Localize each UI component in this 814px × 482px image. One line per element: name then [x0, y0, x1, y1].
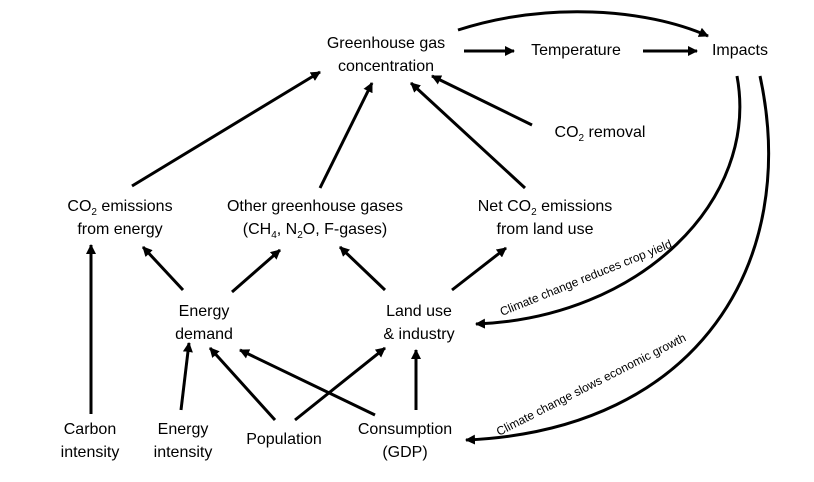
edge-population-to-energy-demand [208, 346, 277, 422]
node-other-ghg-line1: Other greenhouse gases [226, 198, 404, 215]
edge-net-co2-land-to-ghg [409, 81, 527, 190]
node-net-co2-land-line2: from land use [496, 221, 594, 238]
edge-energy-intensity-to-energy-demand [179, 342, 193, 411]
edge-ghg-to-impacts [457, 10, 709, 38]
edge-population-to-land-use [294, 346, 386, 422]
node-net-co2-land: Net CO2 emissions from land use [460, 195, 630, 241]
edge-co2-removal-to-ghg [431, 74, 533, 127]
edge-land-use-to-net-co2-land [451, 246, 507, 292]
feedback-label-economic-growth: Climate change slows economic growth [494, 331, 688, 439]
edge-co2-energy-to-ghg [131, 70, 321, 188]
node-consumption: Consumption (GDP) [345, 418, 465, 464]
edge-consumption-to-energy-demand [239, 348, 376, 417]
node-ghg-concentration-line1: Greenhouse gas [326, 35, 446, 52]
node-temperature-label: Temperature [531, 42, 621, 59]
node-energy-intensity-line2: intensity [153, 444, 213, 461]
node-co2-emissions-energy-line1: CO2 emissions [67, 198, 173, 218]
node-co2-removal-label: CO2 removal [554, 124, 646, 144]
feedback-label-crop-yield: Climate change reduces crop yield [498, 237, 674, 319]
edge-other-ghg-to-ghg [318, 82, 374, 189]
node-land-use-industry-line2: & industry [383, 326, 455, 343]
node-population: Population [234, 428, 334, 451]
node-land-use-industry: Land use & industry [364, 300, 474, 346]
node-co2-emissions-energy: CO2 emissions from energy [45, 195, 195, 241]
node-consumption-line1: Consumption [357, 421, 453, 438]
node-impacts-label: Impacts [711, 42, 768, 59]
node-energy-demand-line2: demand [175, 326, 233, 343]
node-ghg-concentration-line2: concentration [337, 58, 435, 75]
edge-energy-demand-to-co2-energy [141, 245, 185, 292]
node-net-co2-land-line1: Net CO2 emissions [477, 198, 613, 218]
node-carbon-intensity: Carbon intensity [50, 418, 130, 464]
node-ghg-concentration: Greenhouse gas concentration [311, 32, 461, 78]
node-temperature: Temperature [521, 39, 631, 62]
node-consumption-line2: (GDP) [382, 444, 428, 461]
node-carbon-intensity-line1: Carbon [63, 421, 117, 438]
node-energy-demand-line1: Energy [178, 303, 230, 320]
node-impacts: Impacts [700, 39, 780, 62]
edge-land-use-to-other-ghg [338, 245, 387, 292]
edge-energy-demand-to-other-ghg [231, 248, 281, 294]
node-land-use-industry-line1: Land use [386, 303, 452, 320]
node-carbon-intensity-line2: intensity [60, 444, 120, 461]
node-energy-intensity: Energy intensity [143, 418, 223, 464]
node-other-ghg: Other greenhouse gases (CH4, N2O, F-gase… [215, 195, 415, 241]
node-population-label: Population [246, 431, 322, 448]
node-energy-intensity-line1: Energy [157, 421, 209, 438]
edge-impacts-to-consumption [465, 75, 770, 445]
node-other-ghg-line2: (CH4, N2O, F-gases) [242, 221, 388, 241]
node-co2-removal: CO2 removal [535, 121, 665, 144]
edge-impacts-to-land-use [475, 75, 742, 329]
node-co2-emissions-energy-line2: from energy [77, 221, 163, 238]
node-energy-demand: Energy demand [159, 300, 249, 346]
